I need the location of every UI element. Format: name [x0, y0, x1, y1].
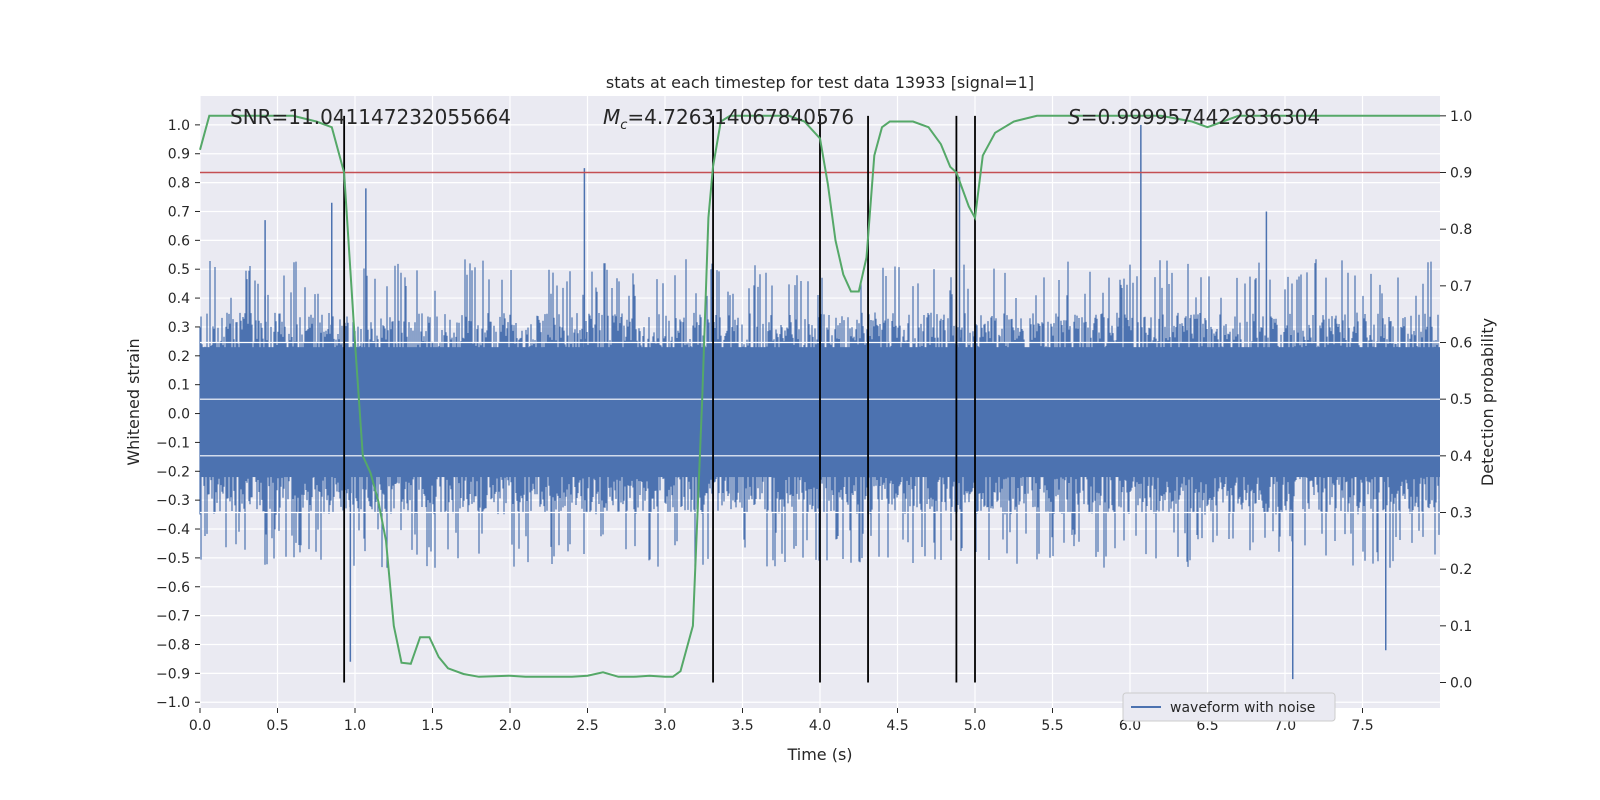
- y-tick-label: −0.3: [156, 493, 190, 509]
- x-tick-label: 1.5: [421, 718, 443, 734]
- x-tick-label: 5.5: [1041, 718, 1063, 734]
- x-tick-label: 2.0: [499, 718, 521, 734]
- y2-tick-label: 0.7: [1450, 279, 1472, 295]
- y-tick-label: −0.9: [156, 666, 190, 682]
- y-tick-label: −0.4: [156, 522, 190, 538]
- y2-tick-label: 0.9: [1450, 166, 1472, 182]
- y-tick-label: 0.1: [168, 378, 190, 394]
- y2-tick-label: 0.6: [1450, 336, 1472, 352]
- x-tick-label: 6.5: [1196, 718, 1218, 734]
- x-tick-label: 2.5: [576, 718, 598, 734]
- chirp-mass-value: =4.726314067840576: [627, 105, 854, 129]
- chirp-mass-symbol: M: [603, 105, 620, 129]
- detection-probability-line: [199, 114, 1440, 678]
- legend-label: waveform with noise: [1170, 700, 1315, 716]
- y2-tick-label: 0.0: [1450, 676, 1472, 692]
- y-axis-ticks: 1.0 0.9 0.8 0.7 0.6 0.5 0.4 0.3 0.2 0.1 0.0 −0.1 −0.…: [156, 118, 200, 711]
- y-axis-label: Whitened strain: [124, 338, 143, 465]
- y-tick-label: 0.4: [168, 291, 190, 307]
- legend: waveform with noise: [1122, 692, 1336, 722]
- chirp-mass-annotation: Mc=4.726314067840576: [603, 105, 854, 133]
- x-tick-label: 6.0: [1119, 718, 1141, 734]
- x-tick-label: 4.5: [886, 718, 908, 734]
- y-tick-label: 1.0: [168, 118, 190, 134]
- y2-tick-label: 0.1: [1450, 619, 1472, 635]
- y-tick-label: −0.8: [156, 637, 190, 653]
- y2-axis-label: Detection probability: [1478, 318, 1497, 486]
- overlay-lines: [200, 115, 1440, 683]
- y-tick-label: 0.3: [168, 320, 190, 336]
- y-tick-label: −1.0: [156, 695, 190, 711]
- y2-tick-label: 0.5: [1450, 392, 1472, 408]
- y-tick-label: −0.5: [156, 551, 190, 567]
- x-tick-label: 5.0: [964, 718, 986, 734]
- x-tick-label: 1.0: [344, 718, 366, 734]
- y2-tick-label: 0.2: [1450, 562, 1472, 578]
- score-symbol: S: [1068, 105, 1081, 129]
- y-tick-label: 0.0: [168, 407, 190, 423]
- x-tick-label: 7.5: [1351, 718, 1373, 734]
- chart-title: stats at each timestep for test data 139…: [606, 73, 1034, 92]
- x-tick-label: 3.0: [654, 718, 676, 734]
- y-tick-label: 0.6: [168, 233, 190, 249]
- score-value: =0.9999574422836304: [1081, 105, 1320, 129]
- snr-annotation: SNR=11.041147232055664: [230, 105, 511, 129]
- x-tick-label: 7.0: [1274, 718, 1296, 734]
- x-axis-ticks: 0.0 0.5 1.0 1.5 2.0 2.5 3.0 3.5 4.0 4.5 5.0 5.5 6.0 6…: [189, 708, 1374, 734]
- y-tick-label: 0.2: [168, 349, 190, 365]
- y-tick-label: 0.7: [168, 204, 190, 220]
- x-axis-label: Time (s): [786, 745, 852, 764]
- y-tick-label: −0.2: [156, 464, 190, 480]
- y2-tick-label: 1.0: [1450, 109, 1472, 125]
- y-tick-label: 0.9: [168, 147, 190, 163]
- y-tick-label: −0.1: [156, 435, 190, 451]
- x-tick-label: 3.5: [731, 718, 753, 734]
- y-tick-label: 0.5: [168, 262, 190, 278]
- x-tick-label: 0.5: [266, 718, 288, 734]
- score-annotation: S=0.9999574422836304: [1068, 105, 1320, 129]
- probability-series: [199, 114, 1440, 678]
- y2-tick-label: 0.3: [1450, 506, 1472, 522]
- legend-box: [1122, 692, 1336, 722]
- chirp-mass-subscript: c: [620, 118, 627, 133]
- x-tick-label: 4.0: [809, 718, 831, 734]
- y-tick-label: −0.7: [156, 609, 190, 625]
- y2-tick-label: 0.4: [1450, 449, 1472, 465]
- y-tick-label: −0.6: [156, 580, 190, 596]
- y-tick-label: 0.8: [168, 176, 190, 192]
- y2-tick-label: 0.8: [1450, 222, 1472, 238]
- x-tick-label: 0.0: [189, 718, 211, 734]
- y2-axis-ticks: 1.0 0.9 0.8 0.7 0.6 0.5 0.4 0.3 0.2 0.1 0.0: [1440, 109, 1472, 692]
